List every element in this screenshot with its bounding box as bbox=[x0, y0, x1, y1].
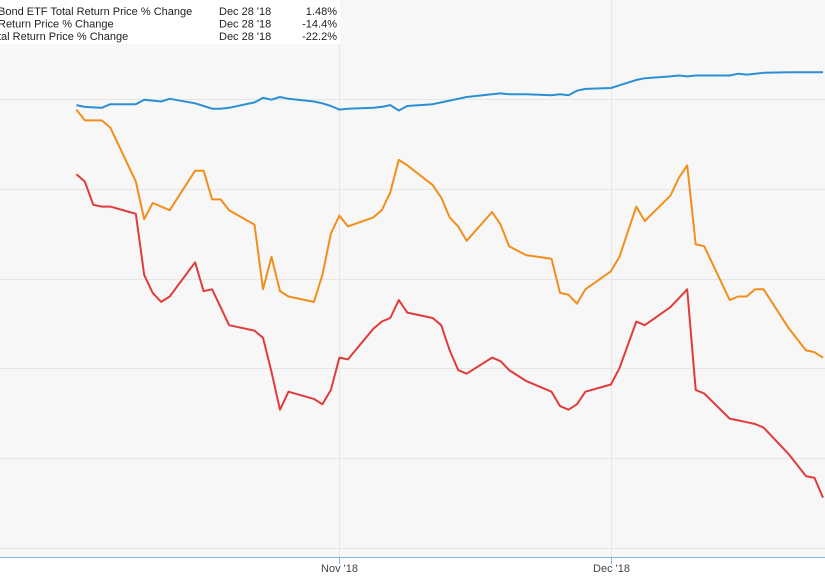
legend-value: 1.48% bbox=[306, 6, 337, 18]
legend-value: -14.4% bbox=[302, 19, 337, 31]
legend-date: Dec 28 '18 bbox=[219, 31, 271, 43]
legend-series-name: tal Return Price % Change bbox=[0, 31, 128, 43]
x-tick-label: Nov '18 bbox=[321, 563, 358, 575]
series-line-1 bbox=[76, 71, 823, 112]
legend-background bbox=[0, 0, 340, 44]
plot-background bbox=[0, 0, 825, 557]
x-tick-label: Dec '18 bbox=[593, 563, 630, 575]
x-axis-ticks: Nov '18 Dec '18 bbox=[321, 557, 630, 575]
series-line-3 bbox=[75, 173, 824, 499]
legend-value: -22.2% bbox=[302, 31, 337, 43]
legend-date: Dec 28 '18 bbox=[219, 19, 271, 31]
series-line-2 bbox=[75, 108, 824, 359]
legend-series-name: Return Price % Change bbox=[0, 19, 114, 31]
legend-series-name: Bond ETF Total Return Price % Change bbox=[0, 6, 192, 18]
legend-date: Dec 28 '18 bbox=[219, 6, 271, 18]
legend: Bond ETF Total Return Price % Change Dec … bbox=[0, 0, 340, 44]
series-lines bbox=[75, 71, 824, 499]
vertical-gridlines bbox=[339, 0, 612, 557]
